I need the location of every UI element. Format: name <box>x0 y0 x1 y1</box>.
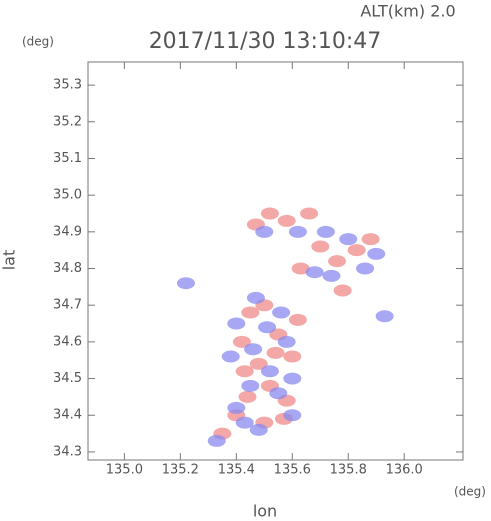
echo-cell <box>375 310 394 323</box>
echo-cell <box>241 306 260 319</box>
echo-cell <box>347 244 366 257</box>
y-tick-label: 34.7 <box>53 298 82 313</box>
y-tick-label: 34.8 <box>53 261 82 276</box>
echo-cell <box>260 365 279 378</box>
echo-cell <box>207 434 226 447</box>
y-tick-label: 34.6 <box>53 334 82 349</box>
echo-cell <box>258 321 277 334</box>
echo-cell <box>232 335 251 348</box>
echo-cell <box>255 225 274 238</box>
y-tick-label: 34.4 <box>53 408 82 423</box>
echo-cell <box>291 262 310 275</box>
chart-title: 2017/11/30 13:10:47 <box>149 29 382 54</box>
y-tick-label: 35.3 <box>53 78 82 93</box>
x-tick-label: 136.0 <box>386 463 423 478</box>
x-unit: (deg) <box>454 485 486 499</box>
y-tick-label: 35.0 <box>53 188 82 203</box>
echo-cell <box>277 214 296 227</box>
echo-cell <box>316 225 335 238</box>
x-tick-label: 135.8 <box>330 463 367 478</box>
x-tick-label: 135.0 <box>106 463 143 478</box>
echo-cell <box>266 346 285 359</box>
echo-cell <box>356 262 375 275</box>
echo-cell <box>333 284 352 297</box>
echo-cell <box>238 390 257 403</box>
echo-cell <box>227 401 246 414</box>
x-tick-label: 135.6 <box>274 463 311 478</box>
plot-frame <box>87 61 464 461</box>
x-tick-label: 135.4 <box>218 463 255 478</box>
echo-cell <box>322 269 341 282</box>
echo-cell <box>305 266 324 279</box>
echo-cell <box>283 372 302 385</box>
echo-cell <box>269 387 288 400</box>
echo-cell <box>244 343 263 356</box>
echo-cell <box>288 313 307 326</box>
echo-cell <box>283 409 302 422</box>
echo-cell <box>249 423 268 436</box>
echo-cell <box>311 240 330 253</box>
echo-cell <box>288 225 307 238</box>
echo-cell <box>176 277 195 290</box>
echo-cell <box>300 207 319 220</box>
echo-cell <box>227 317 246 330</box>
y-axis-label: lat <box>0 250 19 271</box>
echo-cell <box>221 350 240 363</box>
y-tick-label: 35.2 <box>53 114 82 129</box>
echo-cell <box>361 233 380 246</box>
echo-cell <box>235 416 254 429</box>
echo-cell <box>339 233 358 246</box>
echo-cell <box>367 247 386 260</box>
echo-cell <box>283 350 302 363</box>
echo-cell <box>249 357 268 370</box>
y-unit: (deg) <box>22 35 54 49</box>
echo-cell <box>246 291 265 304</box>
y-tick-label: 34.9 <box>53 224 82 239</box>
echo-cell <box>272 306 291 319</box>
y-tick-label: 34.5 <box>53 371 82 386</box>
x-axis-label: lon <box>253 502 277 521</box>
y-tick-label: 35.1 <box>53 151 82 166</box>
echo-cell <box>235 365 254 378</box>
echo-cell <box>260 207 279 220</box>
x-tick-label: 135.2 <box>162 463 199 478</box>
echo-cell <box>328 255 347 268</box>
altitude-label: ALT(km) 2.0 <box>360 2 455 21</box>
echo-cell <box>241 379 260 392</box>
echo-cell <box>277 335 296 348</box>
y-tick-label: 34.3 <box>53 444 82 459</box>
